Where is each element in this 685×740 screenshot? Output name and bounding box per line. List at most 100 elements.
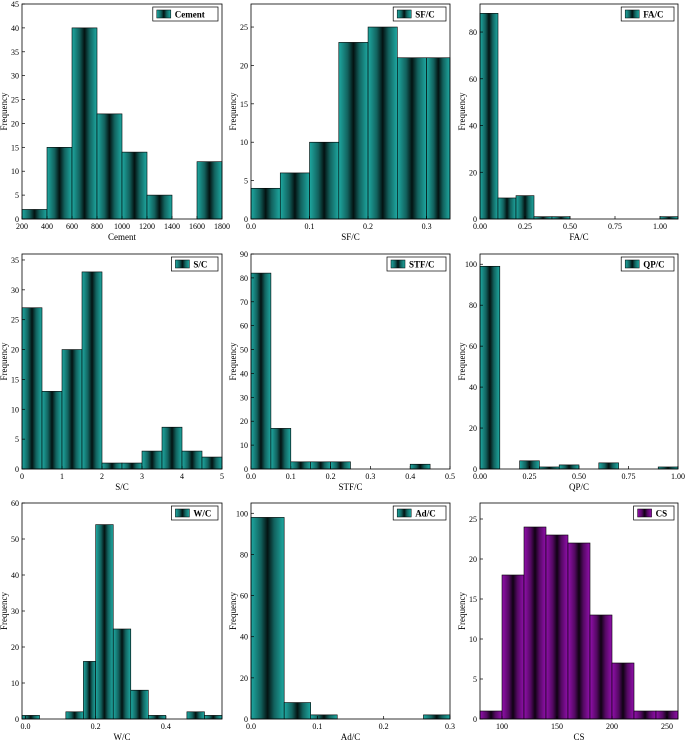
histogram-bar: [121, 151, 148, 220]
legend: Ad/C: [392, 505, 447, 521]
legend-label: CS: [656, 509, 668, 519]
histogram-bar: [283, 702, 311, 720]
histogram-bar: [558, 464, 580, 470]
histogram-bar: [95, 524, 114, 720]
histogram-bar: [121, 462, 143, 470]
histogram-bar: [201, 456, 223, 470]
histogram-bar: [250, 517, 285, 720]
y-tick-label: 10: [11, 167, 19, 176]
histogram-bar: [148, 715, 167, 720]
histogram-bar: [101, 462, 123, 470]
x-tick-label: 200: [606, 722, 618, 731]
legend-swatch: [624, 259, 640, 269]
x-tick-label: 0.5: [445, 472, 455, 481]
y-tick-label: 40: [469, 122, 477, 131]
y-tick-label: 10: [11, 679, 19, 688]
y-tick-label: 80: [469, 301, 477, 310]
histogram-bar: [41, 391, 63, 470]
histogram-panel-6: 0.00 0.25 0.50 0.75 1.00 0 20 40 60 80 100 QP/C Freq…: [457, 253, 685, 492]
y-tick-label: 0: [15, 215, 19, 224]
legend-swatch: [396, 508, 412, 518]
histogram-bar: [290, 461, 311, 470]
legend-label: QP/C: [643, 260, 665, 270]
y-tick-label: 30: [11, 607, 19, 616]
histogram-bar: [279, 172, 310, 220]
x-tick-label: 150: [551, 722, 563, 731]
x-tick-label: 0.3: [365, 472, 375, 481]
x-axis-label: S/C: [115, 482, 129, 492]
histogram-bar: [611, 662, 635, 720]
x-tick-label: 200: [16, 222, 28, 231]
y-tick-label: 5: [473, 675, 477, 684]
histogram-bar: [310, 461, 331, 470]
histogram-bar: [270, 428, 292, 470]
histogram-bar: [545, 534, 569, 720]
x-tick-label: 0.1: [312, 722, 322, 731]
y-tick-label: 20: [11, 643, 19, 652]
x-tick-label: 0.75: [622, 472, 636, 481]
histogram-bar: [71, 27, 98, 220]
x-tick-label: 3: [140, 472, 144, 481]
histogram-bar: [598, 462, 619, 470]
y-tick-label: 0: [244, 215, 248, 224]
legend-swatch: [624, 9, 640, 19]
histogram-bar: [523, 526, 547, 720]
x-axis-label: W/C: [114, 732, 131, 740]
x-tick-label: 0.1: [305, 222, 315, 231]
histogram-bar: [61, 349, 83, 470]
y-tick-label: 30: [240, 393, 248, 402]
legend-swatch: [396, 9, 412, 19]
y-tick-label: 15: [240, 100, 248, 109]
histogram-bar: [81, 271, 103, 470]
histogram-bar: [250, 187, 281, 220]
histogram-bar: [130, 689, 149, 720]
y-tick-label: 15: [11, 143, 19, 152]
histogram-bar: [250, 272, 272, 470]
histogram-bar: [397, 57, 427, 220]
x-tick-label: 0.4: [161, 722, 171, 731]
x-tick-label: 0.3: [422, 222, 432, 231]
x-tick-label: 100: [496, 722, 508, 731]
y-axis-label: Frequency: [228, 592, 238, 630]
y-axis-label: Frequency: [457, 592, 467, 630]
y-tick-label: 60: [469, 342, 477, 351]
legend-swatch: [175, 259, 190, 269]
x-tick-label: 0.50: [572, 472, 586, 481]
histogram-bar: [423, 714, 451, 720]
histogram-panel-5: 0.0 0.1 0.2 0.3 0.4 0.5 0 10 20 30 40 50 60 70 80 90 STF…: [228, 250, 455, 492]
x-axis-label: QP/C: [569, 482, 589, 492]
y-tick-label: 40: [11, 24, 19, 33]
x-axis-label: Ad/C: [341, 732, 361, 740]
y-tick-label: 25: [240, 23, 248, 32]
y-tick-label: 5: [15, 435, 19, 444]
x-tick-label: 1.00: [671, 472, 685, 481]
y-tick-label: 40: [469, 383, 477, 392]
histogram-bar: [479, 265, 501, 470]
plot-frame: [250, 502, 451, 720]
y-tick-label: 0: [473, 215, 477, 224]
x-tick-label: 0.2: [379, 722, 389, 731]
plot-frame: [21, 253, 223, 470]
y-tick-label: 50: [11, 535, 19, 544]
legend: W/C: [171, 505, 219, 521]
y-axis-label: Frequency: [457, 92, 467, 130]
histogram-bar: [501, 574, 525, 720]
y-tick-label: 20: [11, 346, 19, 355]
y-tick-label: 20: [240, 61, 248, 70]
histogram-panel-1: 200 400 600 800 1000 1200 1400 1600 1800 0 5 10 15 20…: [0, 0, 230, 242]
histogram-bar: [161, 426, 183, 470]
legend-swatch: [390, 259, 406, 269]
y-tick-label: 90: [240, 250, 248, 259]
legend-label: S/C: [193, 260, 207, 270]
y-tick-label: 20: [469, 424, 477, 433]
histogram-panel-9: 100 150 200 250 0 5 10 15 20 25 CS Frequency CS: [457, 502, 679, 740]
x-tick-label: 0.00: [473, 472, 487, 481]
legend-label: STF/C: [409, 260, 435, 270]
x-axis-label: Cement: [108, 232, 136, 242]
legend: SF/C: [392, 6, 447, 22]
y-tick-label: 15: [11, 375, 19, 384]
x-tick-label: 0.00: [473, 222, 487, 231]
histogram-panel-8: 0.0 0.1 0.2 0.3 0 20 40 60 80 100 Ad/C Frequency Ad/…: [228, 502, 455, 740]
x-tick-label: 1200: [139, 222, 155, 231]
